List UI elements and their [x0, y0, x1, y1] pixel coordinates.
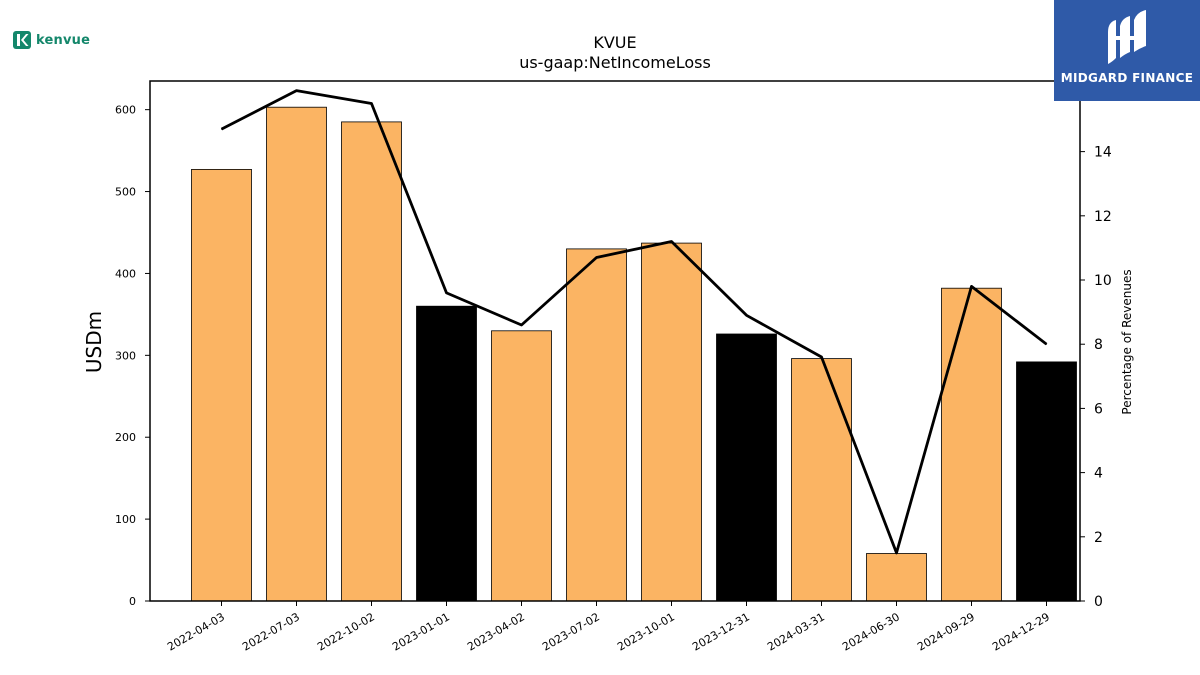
x-tick-label: 2023-10-01	[615, 610, 677, 653]
y2-tick-label: 4	[1094, 466, 1103, 482]
bar-2022-04-03	[191, 168, 252, 602]
line-point-2024-09-29	[971, 285, 972, 287]
line-point-2024-12-29	[1046, 343, 1047, 345]
y-tick-label: 400	[115, 267, 136, 280]
y2-tick-label: 0	[1094, 594, 1103, 610]
x-tick-label: 2022-04-03	[165, 610, 227, 653]
bar-2024-09-29	[941, 287, 1002, 602]
y-tick-label: 500	[115, 186, 136, 199]
plot-frame	[149, 80, 1081, 602]
bar-2023-10-01	[641, 242, 702, 602]
y-axis-label: USDm	[82, 311, 106, 373]
y-tick-label: 300	[115, 349, 136, 362]
line-point-2022-10-02	[371, 103, 372, 104]
y2-tick-label: 10	[1094, 273, 1112, 289]
line-point-2024-03-31	[821, 356, 822, 358]
bar-2024-03-31	[791, 358, 852, 602]
y-tick-label: 200	[115, 431, 136, 444]
midgard-logo-icon	[1108, 10, 1146, 64]
y2-tick-label: 6	[1094, 401, 1103, 417]
x-tick-label: 2023-12-31	[690, 610, 752, 653]
bar-2023-01-01	[416, 305, 477, 602]
bar-2022-07-03	[266, 106, 327, 602]
bar-2023-12-31	[716, 333, 777, 602]
brand-logo: MIDGARD FINANCE	[1054, 0, 1200, 101]
x-tick-label: 2024-12-29	[990, 610, 1052, 653]
chart-subtitle: us-gaap:NetIncomeLoss	[519, 53, 711, 72]
company-logo-text: kenvue	[36, 32, 91, 48]
x-tick-label: 2023-07-02	[540, 610, 602, 653]
x-tick-label: 2022-10-02	[315, 610, 377, 653]
y-tick-label: 0	[129, 595, 136, 608]
x-tick-label: 2023-01-01	[390, 610, 452, 653]
bar-2024-06-30	[866, 553, 927, 602]
x-tick-label: 2024-09-29	[915, 610, 977, 653]
line-point-2023-01-01	[446, 292, 447, 294]
x-tick-label: 2022-07-03	[240, 610, 302, 653]
bar-2024-12-29	[1016, 361, 1077, 602]
y2-tick-label: 14	[1094, 145, 1112, 161]
y2-tick-label: 8	[1094, 337, 1103, 353]
y2-tick-label: 12	[1094, 209, 1112, 225]
bar-2023-04-02	[491, 330, 552, 602]
brand-text: MIDGARD FINANCE	[1060, 71, 1194, 85]
y2-axis-label: Percentage of Revenues	[1120, 269, 1134, 414]
line-group	[220, 89, 1048, 555]
line-point-2022-07-03	[296, 90, 297, 92]
x-tick-label: 2024-03-31	[765, 610, 827, 653]
line-point-2022-04-03	[221, 128, 222, 130]
line-point-2023-04-02	[521, 324, 522, 326]
bar-2023-07-02	[566, 248, 627, 602]
kenvue-k-icon	[13, 31, 31, 49]
chart-title: KVUE	[593, 33, 636, 52]
line-point-2023-12-31	[746, 314, 747, 316]
y-tick-label: 100	[115, 513, 136, 526]
y2-tick-label: 2	[1094, 530, 1103, 546]
bar-2022-10-02	[341, 121, 402, 602]
x-tick-label: 2024-06-30	[840, 610, 902, 653]
y-tick-label: 600	[115, 104, 136, 117]
bar-group	[191, 106, 1077, 602]
percentage-line	[220, 89, 1048, 555]
line-point-2023-10-01	[671, 241, 672, 242]
line-point-2024-06-30	[896, 552, 897, 554]
company-logo: kenvue	[13, 30, 90, 50]
x-tick-label: 2023-04-02	[465, 610, 527, 653]
line-point-2023-07-02	[596, 257, 597, 258]
